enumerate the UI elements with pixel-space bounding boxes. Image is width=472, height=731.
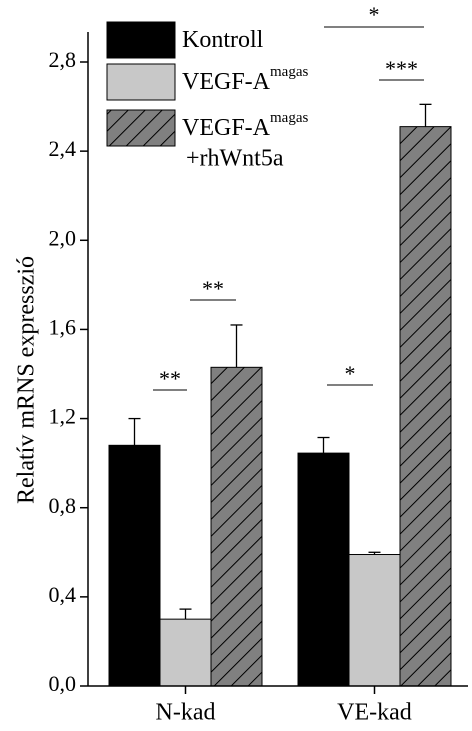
legend-swatch [106, 63, 176, 101]
legend-name: VEGF-A [182, 115, 271, 141]
significance-label: * [369, 2, 380, 27]
significance-label: *** [385, 56, 418, 81]
error-bar [128, 417, 141, 446]
x-tick-label: VE-kad [337, 700, 412, 726]
legend-swatch [106, 109, 176, 147]
y-tick-label: 0,8 [49, 493, 77, 518]
legend-name: Kontroll [182, 27, 264, 53]
legend-label: Kontroll [182, 27, 264, 53]
y-tick-label: 2,8 [49, 47, 77, 72]
bar [159, 618, 212, 687]
y-tick-label: 0,0 [49, 671, 77, 696]
legend-label-line2: +rhWnt5a [186, 146, 284, 172]
legend-name: VEGF-A [182, 69, 271, 95]
bar [399, 126, 452, 687]
error-bar [230, 324, 243, 368]
significance-label: ** [202, 276, 224, 301]
legend-sup: magas [270, 64, 308, 80]
y-axis-label: Relatív mRNS expresszió [14, 256, 40, 504]
bar [108, 444, 161, 687]
significance-label: ** [159, 366, 181, 391]
legend-sup: magas [270, 110, 308, 126]
significance-label: * [345, 361, 356, 386]
bar [210, 366, 263, 687]
y-tick-label: 0,4 [49, 582, 77, 607]
y-tick-label: 1,6 [49, 314, 77, 339]
x-tick-label: N-kad [156, 700, 216, 726]
y-tick-label: 2,0 [49, 225, 77, 250]
error-bar [179, 608, 192, 620]
error-bar [368, 551, 381, 555]
error-bar [317, 436, 330, 454]
bar [297, 452, 350, 687]
error-bar [419, 103, 432, 127]
legend-swatch [106, 21, 176, 59]
legend-label: VEGF-Amagas [182, 64, 308, 94]
legend-label: VEGF-Amagas [182, 110, 308, 140]
y-tick-label: 2,4 [49, 136, 77, 161]
bar [348, 554, 401, 687]
y-tick-label: 1,2 [49, 404, 77, 429]
